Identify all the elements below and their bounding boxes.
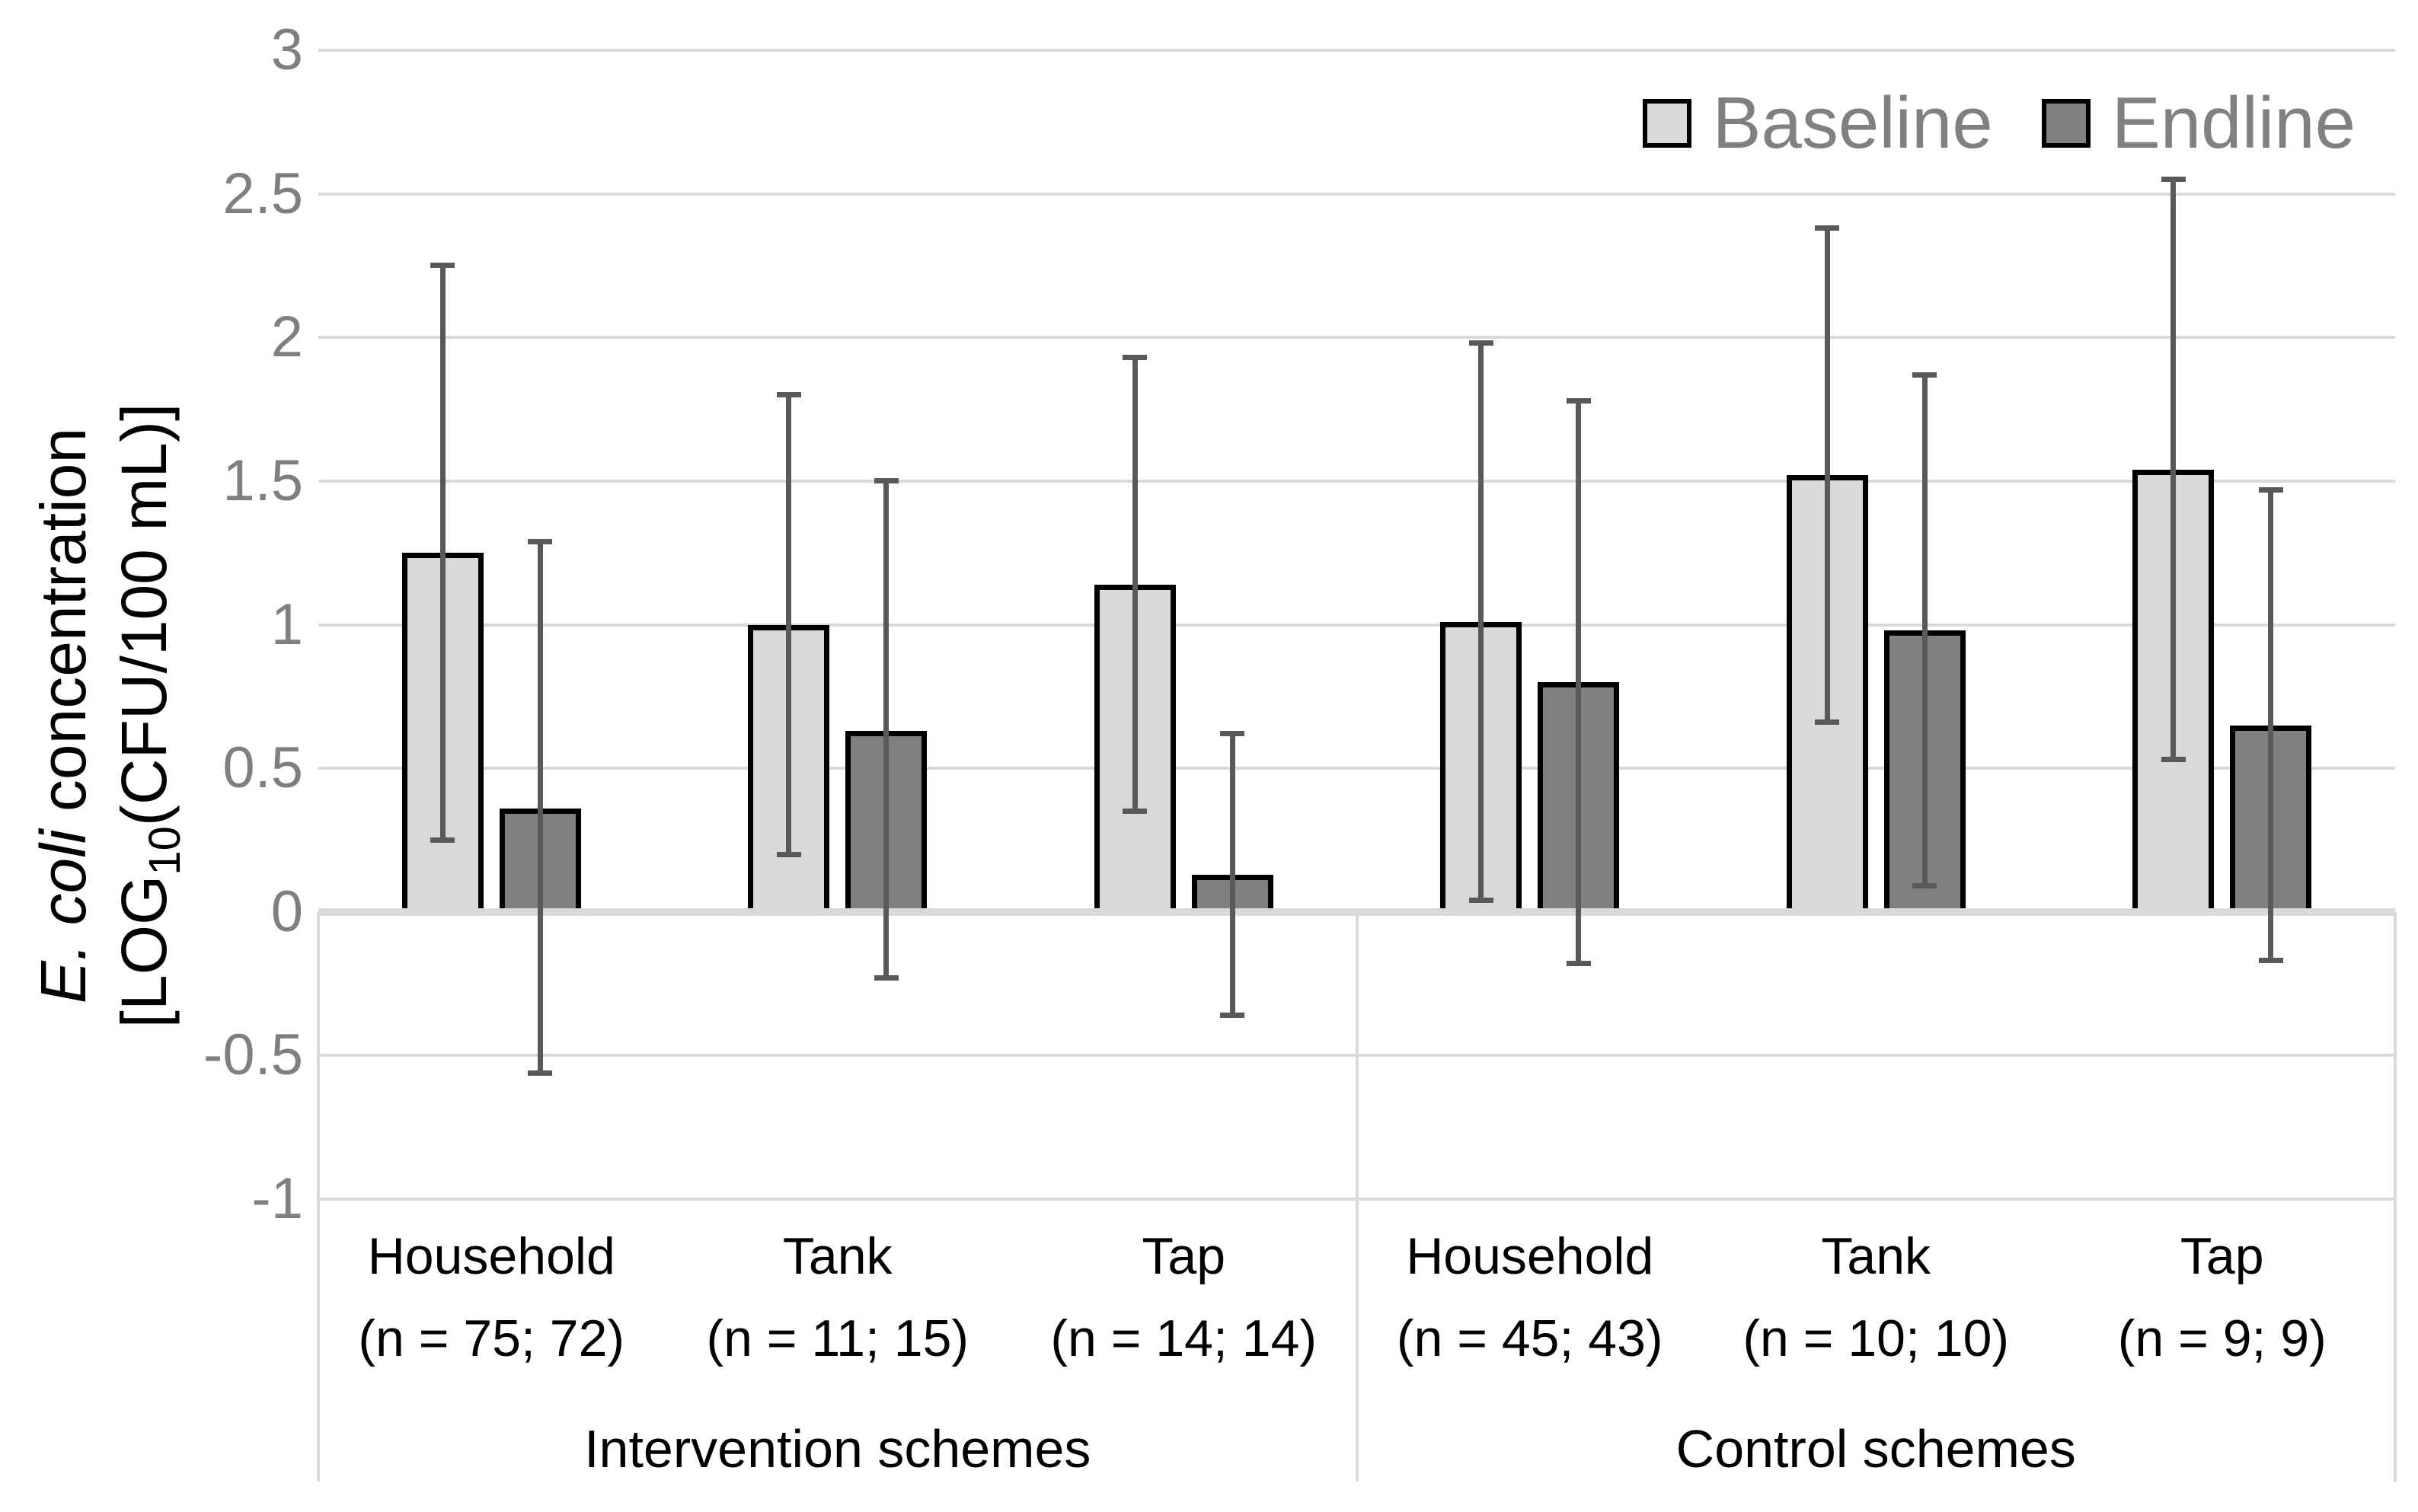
legend-label: Endline [2111,82,2356,164]
legend-item-baseline: Baseline [1642,82,1993,164]
category-label: Household [367,1227,615,1285]
y-tick-label: -0.5 [203,1022,303,1088]
error-bar-line [1132,357,1138,812]
category-divider [2394,911,2397,1482]
legend: Baseline Endline [1642,82,2356,164]
error-bar-line [786,394,792,855]
error-bar-line [1921,375,1928,886]
error-bar-cap [528,538,553,544]
sample-size-label: (n = 10; 10) [1742,1309,2010,1367]
y-tick-label: 2 [270,305,303,370]
sample-size-label: (n = 11; 15) [706,1309,969,1367]
legend-label: Baseline [1712,82,1993,164]
scheme-group-label: Intervention schemes [584,1419,1091,1479]
gridline [318,192,2395,196]
category-label: Household [1406,1227,1654,1285]
error-bar-cap [874,478,899,484]
error-bar-cap [2161,177,2186,183]
legend-swatch-endline [2041,99,2091,148]
error-bar-cap [1912,372,1937,378]
category-divider [317,911,320,1482]
error-bar-line [1576,400,1582,964]
gridline [318,623,2395,627]
y-tick-label: 1.5 [222,448,303,513]
error-bar-cap [2258,958,2283,964]
error-bar-line [1229,733,1235,1016]
category-label: Tank [782,1227,893,1285]
legend-item-endline: Endline [2041,82,2356,164]
error-bar-cap [776,392,801,398]
sample-size-label: (n = 14; 14) [1050,1309,1318,1367]
gridline [318,49,2395,52]
error-bar-cap [1468,898,1493,904]
error-bar-line [537,541,543,1073]
error-bar-cap [2161,757,2186,763]
gridline [318,767,2395,770]
sample-size-label: (n = 75; 72) [358,1309,625,1367]
y-axis-title-line1: E. coli concentration [27,427,100,1004]
y-tick-label: 2.5 [222,161,303,226]
category-label: Tap [1142,1227,1226,1285]
error-bar-cap [528,1070,553,1076]
log-subscript: 10 [139,826,190,876]
error-bar-cap [2258,486,2283,493]
error-bar-cap [1566,961,1591,967]
gridline [318,479,2395,483]
y-tick-label: 0 [270,879,303,944]
legend-swatch-baseline [1642,99,1691,148]
sample-size-label: (n = 9; 9) [2117,1309,2327,1367]
scheme-group-label: Control schemes [1675,1419,2076,1479]
y-tick-label: 3 [270,18,303,82]
y-tick-label: 0.5 [222,735,303,801]
error-bar-cap [1566,397,1591,404]
error-bar-cap [1912,883,1937,889]
category-label: Tap [2180,1227,2264,1285]
y-tick-label: 1 [270,592,303,657]
error-bar-cap [776,851,801,857]
error-bar-cap [430,837,455,843]
y-tick-label: -1 [251,1166,303,1231]
error-bar-line [2170,179,2177,760]
x-axis-line [318,908,2395,916]
error-bar-cap [430,263,455,269]
category-label: Tank [1821,1227,1931,1285]
y-axis-title-species: E. coli [27,829,100,1004]
category-divider [1355,911,1359,1482]
error-bar-line [1824,228,1830,723]
error-bar-line [2268,490,2274,961]
error-bar-line [1478,343,1484,901]
error-bar-cap [1123,809,1148,815]
error-bar-line [883,480,890,978]
error-bar-cap [1468,340,1493,346]
error-bar-cap [1815,225,1840,231]
error-bar-cap [1123,355,1148,361]
error-bar-cap [1815,719,1840,726]
error-bar-line [439,265,446,841]
error-bar-cap [874,975,899,981]
error-bar-cap [1220,1013,1245,1019]
sample-size-label: (n = 45; 43) [1396,1309,1663,1367]
error-bar-cap [1220,731,1245,737]
gridline [318,336,2395,340]
